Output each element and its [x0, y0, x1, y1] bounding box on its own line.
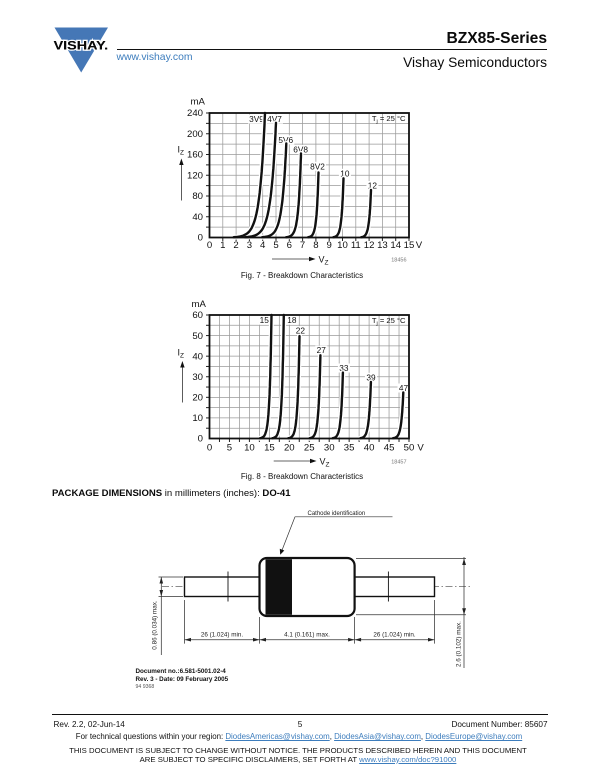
svg-text:V: V: [417, 442, 424, 453]
svg-text:3V9: 3V9: [249, 114, 264, 124]
svg-text:4.1 (0.161) max.: 4.1 (0.161) max.: [284, 632, 330, 639]
svg-text:120: 120: [187, 171, 203, 182]
svg-text:mA: mA: [191, 97, 206, 108]
svg-text:9: 9: [327, 240, 332, 251]
svg-text:15: 15: [404, 240, 415, 251]
svg-text:40: 40: [192, 212, 203, 223]
svg-text:6: 6: [287, 240, 292, 251]
svg-text:VISHAY.: VISHAY.: [54, 39, 109, 53]
svg-text:4: 4: [260, 240, 266, 251]
svg-text:12: 12: [364, 240, 375, 251]
svg-text:15: 15: [260, 315, 270, 325]
svg-text:30: 30: [324, 442, 335, 453]
svg-text:VZ: VZ: [319, 255, 329, 267]
svg-text:60: 60: [192, 310, 203, 321]
svg-text:11: 11: [351, 240, 361, 251]
svg-text:18: 18: [287, 315, 297, 325]
svg-text:26 (1.024) min.: 26 (1.024) min.: [201, 632, 244, 639]
svg-text:Tj = 25 °C: Tj = 25 °C: [372, 316, 406, 327]
svg-text:45: 45: [384, 442, 395, 453]
svg-text:12: 12: [368, 181, 378, 191]
svg-text:5V6: 5V6: [278, 135, 293, 145]
svg-text:20: 20: [192, 393, 203, 404]
svg-text:20: 20: [284, 442, 295, 453]
svg-text:IZ: IZ: [178, 348, 185, 360]
svg-text:47: 47: [399, 383, 409, 393]
svg-text:2.6 (0.102) max.: 2.6 (0.102) max.: [456, 621, 463, 667]
svg-text:240: 240: [187, 108, 203, 119]
svg-text:0: 0: [207, 240, 212, 251]
svg-text:80: 80: [192, 191, 203, 202]
svg-text:26 (1.024) min.: 26 (1.024) min.: [373, 632, 416, 639]
svg-text:7: 7: [300, 240, 305, 251]
svg-text:10: 10: [337, 240, 348, 251]
svg-text:50: 50: [404, 442, 415, 453]
svg-text:Tj = 25 °C: Tj = 25 °C: [372, 114, 406, 125]
svg-text:33: 33: [339, 363, 349, 373]
svg-text:160: 160: [187, 150, 203, 161]
svg-text:30: 30: [192, 372, 203, 383]
svg-text:22: 22: [296, 326, 306, 336]
svg-text:Rev. 3 - Date: 09 February 200: Rev. 3 - Date: 09 February 2005: [136, 676, 229, 683]
svg-text:25: 25: [304, 442, 315, 453]
svg-text:10: 10: [244, 442, 255, 453]
svg-text:13: 13: [377, 240, 388, 251]
svg-text:18457: 18457: [391, 460, 406, 466]
svg-text:200: 200: [187, 129, 203, 140]
svg-text:10: 10: [340, 168, 350, 178]
svg-text:94 9368: 94 9368: [136, 684, 155, 690]
svg-text:18456: 18456: [391, 258, 406, 264]
svg-text:0: 0: [207, 442, 212, 453]
svg-text:8: 8: [313, 240, 318, 251]
svg-text:0: 0: [198, 233, 203, 244]
svg-text:6V8: 6V8: [293, 144, 308, 154]
svg-text:39: 39: [366, 372, 376, 382]
svg-text:14: 14: [390, 240, 401, 251]
svg-text:mA: mA: [192, 299, 207, 310]
svg-text:15: 15: [264, 442, 275, 453]
svg-text:1: 1: [220, 240, 225, 251]
svg-text:0: 0: [198, 434, 203, 445]
svg-text:40: 40: [192, 351, 203, 362]
svg-text:27: 27: [317, 345, 327, 355]
svg-text:VISHAY.: VISHAY.: [54, 39, 109, 53]
svg-text:Document no.:6.581-5001.02-4: Document no.:6.581-5001.02-4: [136, 668, 227, 675]
svg-text:IZ: IZ: [178, 145, 185, 157]
svg-text:2: 2: [233, 240, 238, 251]
svg-text:10: 10: [192, 413, 203, 424]
svg-text:5: 5: [273, 240, 278, 251]
svg-text:VZ: VZ: [320, 457, 330, 469]
svg-text:5: 5: [227, 442, 232, 453]
svg-text:V: V: [416, 240, 423, 251]
svg-text:40: 40: [364, 442, 375, 453]
svg-text:50: 50: [192, 331, 203, 342]
svg-text:8V2: 8V2: [310, 161, 325, 171]
svg-text:3: 3: [247, 240, 252, 251]
svg-text:4V7: 4V7: [267, 114, 282, 124]
svg-text:Cathode identification: Cathode identification: [308, 511, 366, 517]
svg-text:35: 35: [344, 442, 355, 453]
svg-text:0.86 (0.034) max.: 0.86 (0.034) max.: [152, 600, 159, 650]
